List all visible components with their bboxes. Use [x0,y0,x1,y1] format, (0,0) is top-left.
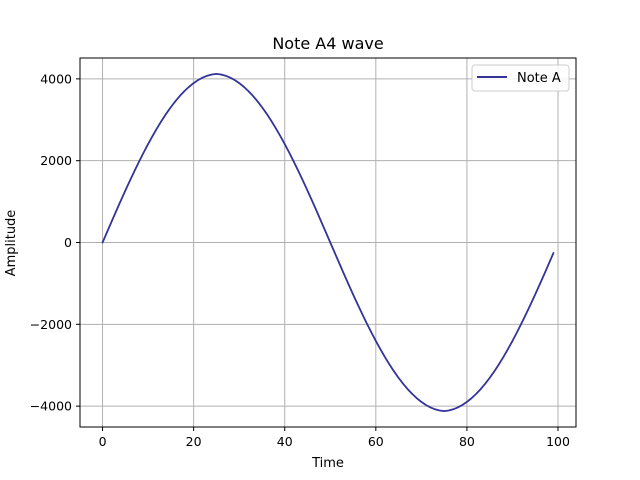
chart-title: Note A4 wave [272,34,383,53]
series-layer [101,72,555,413]
x-axis-ticks: 0 20 40 60 80 100 [99,427,570,449]
legend-frame [471,64,570,92]
y-tick-label: −4000 [30,399,72,414]
y-tick-label: 4000 [40,71,72,86]
y-tick-label: −2000 [30,317,72,332]
grid [80,58,576,427]
x-tick-label: 40 [277,434,293,449]
y-axis-label: Amplitude [4,210,19,277]
x-tick-label: 0 [99,434,107,449]
x-tick-label: 100 [546,434,570,449]
x-tick-label: 80 [459,434,475,449]
y-tick-label: 0 [64,235,72,250]
x-axis-label: Time [311,456,344,471]
series-line-note-a [101,72,555,413]
y-axis-ticks: −4000 −2000 0 2000 4000 [30,71,80,414]
legend-label-note-a: Note A [517,71,561,86]
x-tick-label: 20 [186,434,202,449]
legend: Note A [471,64,570,92]
y-tick-label: 2000 [40,153,72,168]
x-tick-label: 60 [368,434,384,449]
